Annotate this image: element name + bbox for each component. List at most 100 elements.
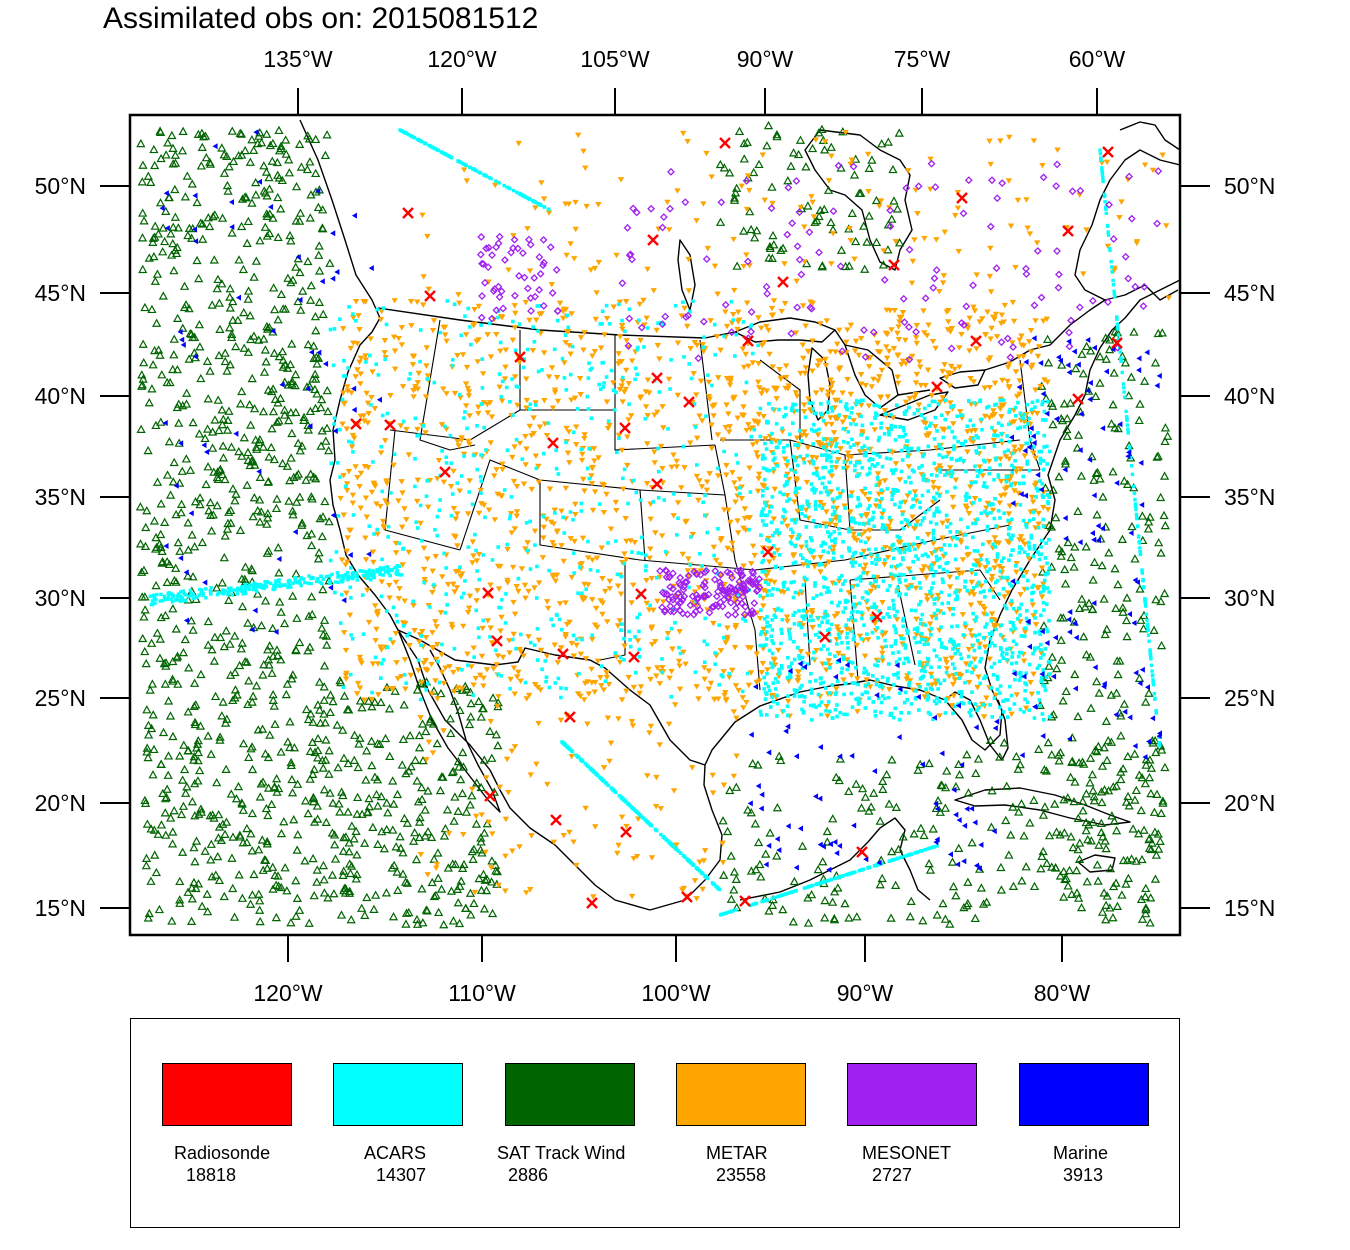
sat-track-wind-marker [973,754,984,763]
sat-track-wind-marker [844,261,854,270]
sat-track-wind-marker [426,714,436,723]
acars-marker [926,693,931,698]
acars-marker [888,584,892,588]
acars-marker [773,687,778,691]
sat-track-wind-marker [214,298,225,307]
sat-track-wind-marker [153,829,163,838]
acars-marker [810,687,814,692]
sat-track-wind-marker [273,315,283,324]
sat-track-wind-marker [1061,686,1071,696]
sat-track-wind-marker [258,442,268,451]
sat-track-wind-marker [392,789,403,799]
sat-track-wind-marker [488,693,498,702]
metar-marker [532,400,539,406]
acars-marker [983,650,988,654]
acars-marker [771,641,776,646]
metar-marker [826,521,833,528]
metar-marker [374,531,381,538]
acars-marker [1042,433,1047,438]
sat-track-wind-marker [178,801,189,810]
metar-marker [516,359,523,366]
acars-marker [1045,444,1049,449]
metar-marker [458,437,465,444]
sat-track-wind-marker [1063,537,1073,547]
metar-marker [758,391,765,397]
metar-marker [958,673,965,679]
sat-track-wind-marker [165,711,176,720]
metar-marker [455,443,462,449]
sat-track-wind-marker [241,193,251,202]
sat-track-wind-marker [148,233,158,242]
acars-marker [988,637,993,641]
sat-track-wind-marker [472,778,482,787]
sat-track-wind-marker [1103,736,1113,745]
sat-track-wind-marker [435,785,446,795]
sat-track-wind-marker [1081,650,1092,659]
sat-track-wind-marker [1108,782,1118,791]
sat-track-wind-marker [1052,663,1062,673]
coastline-yucatan [739,817,931,901]
sat-track-wind-marker [151,318,162,327]
sat-track-wind-marker [218,697,228,706]
metar-marker [362,299,369,305]
sat-track-wind-marker [225,639,235,648]
metar-marker [693,684,700,690]
sat-track-wind-marker [199,132,209,141]
sat-track-wind-marker [276,828,287,838]
sat-track-wind-marker [178,323,188,332]
sat-track-wind-marker [836,245,847,254]
metar-marker [598,545,605,551]
metar-marker [894,330,901,337]
metar-marker [783,614,791,620]
metar-marker [976,641,983,648]
sat-track-wind-marker [361,775,371,784]
metar-marker [378,308,385,315]
sat-track-wind-marker [321,735,331,744]
sat-track-wind-marker [1111,878,1121,887]
sat-track-wind-marker [312,801,323,810]
sat-track-wind-marker [940,914,951,923]
sat-track-wind-marker [1017,876,1027,885]
metar-marker [1028,349,1035,355]
sat-track-wind-marker [492,866,502,876]
sat-track-wind-marker [1006,830,1016,839]
sat-track-wind-marker [446,886,457,895]
sat-track-wind-marker [263,477,273,486]
sat-track-wind-marker [188,417,198,427]
metar-marker [375,692,382,698]
acars-marker [1018,503,1023,507]
acars-marker [798,454,803,459]
metar-marker [342,676,350,682]
acars-marker [1004,606,1009,611]
metar-marker [1025,556,1033,562]
sat-track-wind-marker [1121,879,1131,888]
sat-track-wind-marker [1138,624,1149,633]
acars-marker [860,596,865,600]
acars-marker [924,687,928,692]
sat-track-wind-marker [1146,788,1156,798]
sat-track-wind-marker [260,749,271,758]
sat-track-wind-marker [263,655,274,664]
sat-track-wind-marker [465,800,475,809]
acars-marker [793,458,797,463]
sat-track-wind-marker [1046,522,1057,531]
metar-marker [653,327,660,334]
metar-marker [499,461,506,468]
acars-marker [963,579,967,583]
acars-marker [989,510,993,515]
metar-marker [946,574,953,581]
sat-track-wind-marker [1076,471,1087,480]
metar-marker [668,464,675,471]
sat-track-wind-marker [230,496,240,505]
sat-track-wind-marker [351,826,361,835]
acars-marker [975,549,980,553]
metar-marker [510,478,518,485]
sat-track-wind-marker [1099,888,1109,897]
metar-marker [623,688,630,695]
sat-track-wind-marker [173,313,183,323]
metar-marker [619,326,626,333]
sat-track-wind-marker [469,898,479,908]
acars-marker [832,529,837,534]
acars-marker [874,547,878,552]
sat-track-wind-marker [295,637,305,647]
